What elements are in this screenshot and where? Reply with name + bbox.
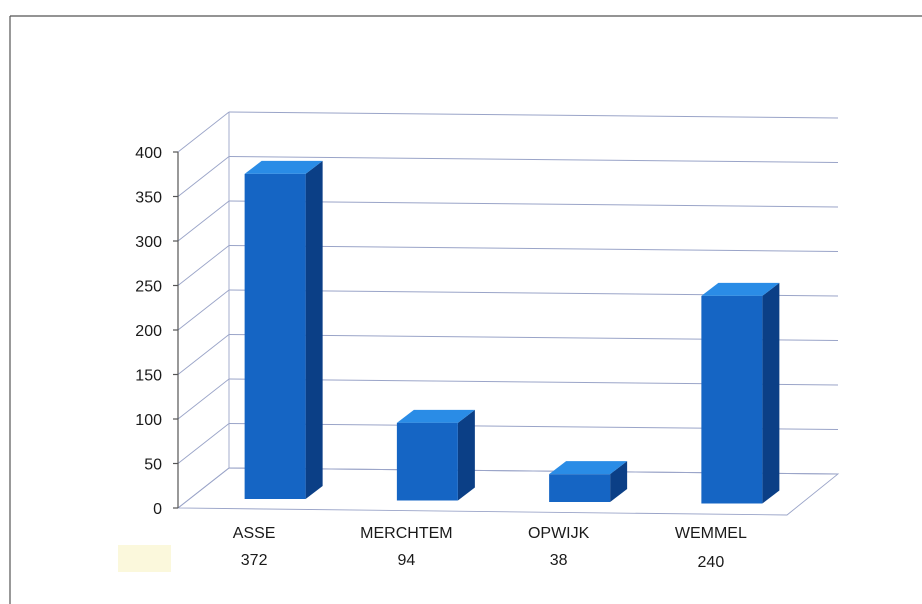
- gridlines: [176, 111, 840, 516]
- bar-top: [701, 282, 780, 296]
- bar-side: [305, 160, 323, 500]
- data-labels: 372 94 38 240: [241, 552, 725, 571]
- y-tick-label: 250: [135, 279, 162, 296]
- bar-side: [610, 461, 628, 502]
- bar-front: [244, 173, 306, 500]
- gridline-diagonal: [177, 200, 230, 242]
- bar-top: [396, 409, 475, 423]
- y-tick-label: 300: [135, 234, 162, 251]
- y-tick-label: 0: [153, 501, 162, 518]
- y-tick-label: 200: [135, 323, 162, 340]
- floor: [176, 467, 840, 516]
- bar: [396, 409, 475, 501]
- bar-front: [396, 422, 458, 501]
- gridline-diagonal: [177, 378, 230, 420]
- data-label: 372: [241, 552, 268, 569]
- gridline-horizontal: [228, 245, 839, 252]
- x-tick-label: ASSE: [233, 525, 276, 542]
- data-label: 38: [550, 552, 568, 569]
- bar: [244, 160, 323, 500]
- bar-top: [244, 160, 323, 174]
- gridline-diagonal: [177, 423, 230, 464]
- legend-swatch: [118, 545, 171, 572]
- data-label: 94: [397, 552, 415, 569]
- gridline-diagonal: [177, 111, 230, 153]
- x-axis-labels: ASSE MERCHTEM OPWIJK WEMMEL: [233, 525, 747, 542]
- y-tick-label: 50: [144, 457, 162, 474]
- bar-top: [549, 461, 628, 475]
- bar-side: [762, 282, 780, 504]
- x-tick-label: OPWIJK: [528, 525, 590, 542]
- gridline-horizontal: [228, 200, 839, 208]
- y-tick-label: 350: [135, 190, 162, 207]
- gridline-diagonal: [177, 289, 230, 331]
- gridline-horizontal: [228, 156, 839, 163]
- bar-front: [549, 474, 611, 502]
- gridline-horizontal: [228, 111, 839, 119]
- x-tick-label: WEMMEL: [675, 525, 747, 542]
- y-tick-label: 150: [135, 368, 162, 385]
- gridline-diagonal: [177, 156, 230, 197]
- bars: [244, 160, 780, 504]
- gridline-diagonal: [177, 334, 230, 375]
- gridline-diagonal: [177, 245, 230, 286]
- y-axis: 0 50 100 150 200 250 300 350 400: [135, 145, 179, 518]
- bar: [701, 282, 780, 504]
- y-tick-label: 100: [135, 412, 162, 429]
- bar-front: [701, 295, 763, 504]
- bar: [549, 461, 628, 502]
- y-tick-label: 400: [135, 145, 162, 162]
- x-tick-label: MERCHTEM: [360, 525, 452, 542]
- bar-side: [457, 409, 475, 501]
- data-label: 240: [698, 554, 725, 571]
